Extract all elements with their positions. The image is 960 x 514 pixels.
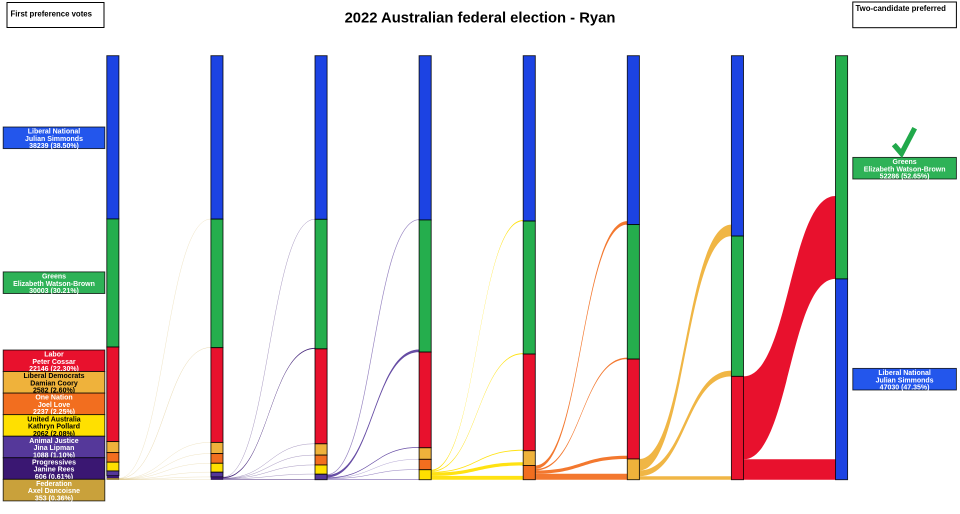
- svg-text:Elizabeth Watson-Brown: Elizabeth Watson-Brown: [13, 281, 95, 288]
- svg-text:Janine Rees: Janine Rees: [34, 467, 75, 474]
- svg-text:Kathryn Pollard: Kathryn Pollard: [28, 424, 80, 431]
- svg-text:Liberal National: Liberal National: [28, 129, 81, 136]
- svg-text:Liberal Democrats: Liberal Democrats: [23, 373, 84, 380]
- svg-text:38239 (38.50%): 38239 (38.50%): [29, 143, 79, 150]
- svg-text:Joel Love: Joel Love: [38, 402, 70, 409]
- svg-text:52286 (52.65%): 52286 (52.65%): [880, 174, 930, 181]
- svg-text:Federation: Federation: [36, 481, 72, 488]
- svg-text:2582 (2.60%): 2582 (2.60%): [33, 388, 75, 395]
- svg-text:One Nation: One Nation: [35, 395, 72, 402]
- svg-text:Greens: Greens: [893, 159, 917, 166]
- svg-text:First preference votes: First preference votes: [11, 10, 93, 19]
- svg-text:Animal Justice: Animal Justice: [29, 438, 79, 445]
- svg-text:Greens: Greens: [42, 274, 66, 281]
- svg-text:2062 (2.08%): 2062 (2.08%): [33, 431, 75, 438]
- svg-text:Julian Simmonds: Julian Simmonds: [25, 136, 83, 143]
- svg-text:Liberal National: Liberal National: [878, 370, 931, 377]
- svg-text:2022 Australian federal electi: 2022 Australian federal election - Ryan: [345, 11, 616, 27]
- svg-text:47030 (47.35%): 47030 (47.35%): [880, 385, 930, 392]
- svg-text:Progressives: Progressives: [32, 459, 76, 466]
- svg-text:Julian Simmonds: Julian Simmonds: [876, 377, 934, 384]
- svg-text:Damian Coory: Damian Coory: [30, 380, 78, 387]
- svg-text:Elizabeth Watson-Brown: Elizabeth Watson-Brown: [864, 166, 946, 173]
- svg-text:Axel Dancoisne: Axel Dancoisne: [28, 488, 80, 495]
- svg-text:22146 (22.30%): 22146 (22.30%): [29, 366, 79, 373]
- svg-text:2237 (2.25%): 2237 (2.25%): [33, 409, 75, 416]
- svg-text:1088 (1.10%): 1088 (1.10%): [33, 452, 75, 459]
- svg-text:Two-candidate preferred: Two-candidate preferred: [856, 4, 947, 13]
- svg-text:United Australia: United Australia: [27, 416, 81, 423]
- svg-text:30003 (30.21%): 30003 (30.21%): [29, 288, 79, 295]
- svg-text:353 (0.36%): 353 (0.36%): [35, 495, 73, 502]
- svg-text:Jina Lipman: Jina Lipman: [34, 445, 75, 452]
- svg-text:Peter Cossar: Peter Cossar: [32, 359, 75, 366]
- svg-text:Labor: Labor: [44, 352, 64, 359]
- svg-text:606 (0.61%): 606 (0.61%): [35, 474, 73, 481]
